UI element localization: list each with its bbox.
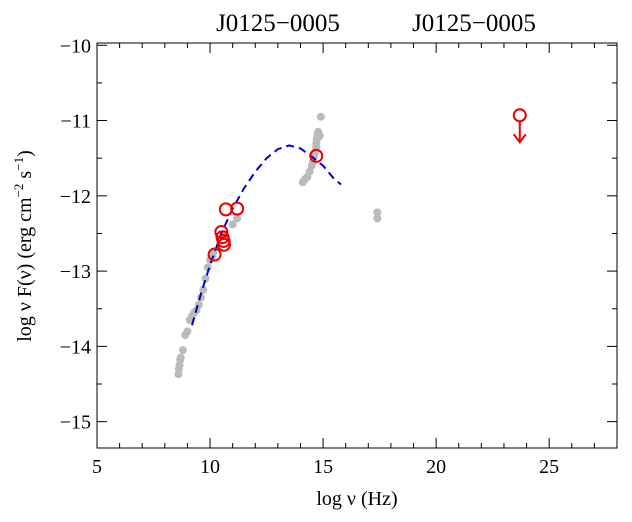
- y-tick-label: −14: [60, 336, 91, 358]
- y-tick-label: −10: [60, 35, 91, 57]
- x-tick-label: 25: [539, 456, 559, 478]
- x-tick-label: 10: [200, 456, 220, 478]
- y-tick-label: −11: [60, 111, 91, 133]
- chart-title: J0125−0005 J0125−0005: [216, 10, 536, 37]
- x-axis-title: log ν (Hz): [316, 488, 397, 510]
- y-axis-title: log ν F(ν) (erg cm−2 s−1): [11, 150, 36, 342]
- upper-limit-point: [514, 109, 526, 142]
- plot-frame: [97, 43, 617, 448]
- archival-data-series: [174, 113, 381, 378]
- y-axis-title-main: log ν F(ν) (erg cm: [14, 197, 36, 342]
- y-axis-title-end: ): [14, 150, 36, 157]
- y-tick-label: −15: [60, 412, 91, 434]
- archival-data-point: [316, 132, 324, 140]
- y-axis-ticks: [97, 45, 617, 421]
- new-data-point: [220, 203, 232, 215]
- y-axis-tick-labels: −10 −11 −12 −13 −14 −15: [60, 35, 91, 433]
- chart-title-left: J0125−0005: [216, 10, 340, 37]
- x-tick-label: 5: [92, 456, 102, 478]
- archival-data-point: [317, 113, 325, 121]
- x-axis-ticks: [97, 43, 617, 448]
- archival-data-point: [373, 214, 381, 222]
- chart-title-right: J0125−0005: [412, 10, 536, 37]
- archival-data-point: [179, 346, 187, 354]
- upper-limit-circle: [514, 109, 526, 121]
- new-data-series: [209, 150, 323, 261]
- y-axis-title-mid: s: [14, 171, 36, 184]
- x-axis-tick-labels: 5 10 15 20 25: [92, 456, 559, 478]
- archival-data-point: [177, 354, 185, 362]
- y-tick-label: −13: [60, 261, 91, 283]
- x-tick-label: 15: [313, 456, 333, 478]
- archival-data-point: [195, 301, 203, 309]
- y-axis-title-exp-s: −1: [11, 157, 26, 171]
- y-axis-title-exp-cm: −2: [11, 184, 26, 198]
- fit-curve: [192, 145, 341, 325]
- y-tick-label: −12: [60, 186, 91, 208]
- x-tick-label: 20: [426, 456, 446, 478]
- archival-data-point: [183, 327, 191, 335]
- upper-limit-series: [514, 109, 526, 142]
